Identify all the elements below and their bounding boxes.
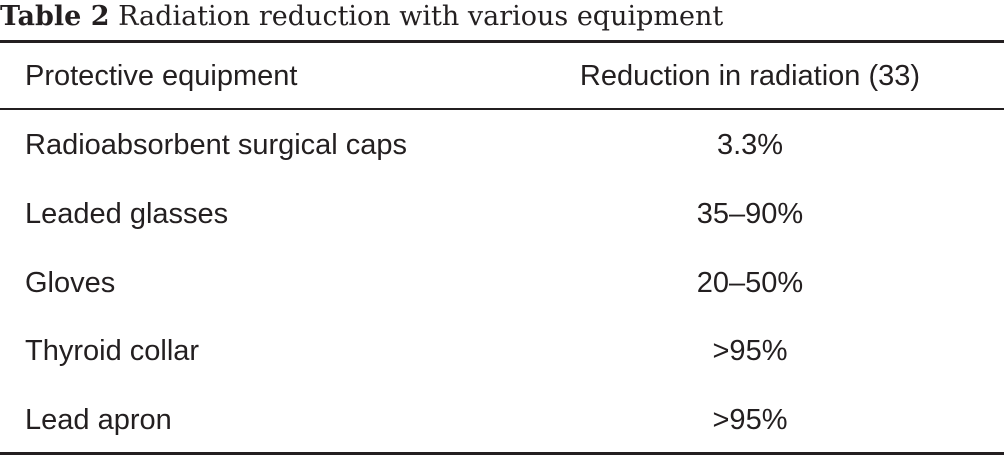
table-caption-title: Radiation reduction with various equipme… [118,1,724,32]
row-reduction-cell: >95% [712,404,788,436]
row-equipment-cell: Radioabsorbent surgical caps [25,129,408,161]
table-bottom-rule [0,452,1004,455]
row-equipment-cell: Gloves [25,267,116,299]
row-reduction-cell: 20–50% [696,267,804,299]
row-reduction-cell: >95% [712,335,788,367]
table-caption-label: Table 2 [0,1,110,32]
table-caption: Table 2 Radiation reduction with various… [0,0,723,36]
column-header-equipment: Protective equipment [25,60,298,92]
row-equipment-cell: Thyroid collar [25,335,200,367]
table-top-rule [0,40,1004,43]
row-reduction-cell: 3.3% [716,129,784,161]
row-reduction-cell: 35–90% [696,198,804,230]
column-header-reduction: Reduction in radiation (33) [579,60,921,92]
row-equipment-cell: Leaded glasses [25,198,229,230]
row-equipment-cell: Lead apron [25,404,172,436]
table-header-rule [0,108,1004,110]
